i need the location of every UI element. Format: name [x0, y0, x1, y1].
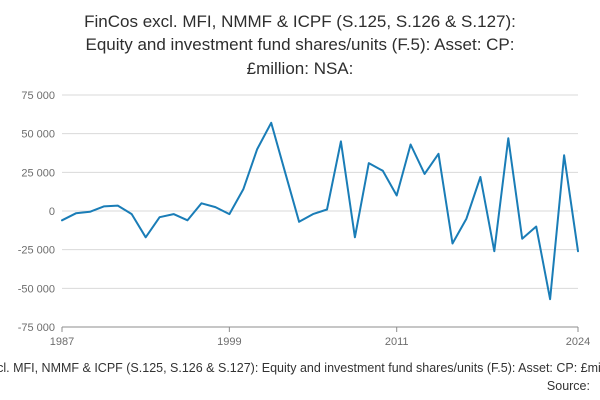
- y-axis-label: 75 000: [21, 90, 55, 102]
- y-axis-label: 0: [49, 206, 55, 218]
- x-axis-label: 1999: [217, 336, 241, 348]
- footer-caption: FinCos excl. MFI, NMMF & ICPF (S.125, S.…: [0, 361, 600, 375]
- chart-title: FinCos excl. MFI, NMMF & ICPF (S.125, S.…: [84, 12, 516, 78]
- y-axis-label: -25 000: [18, 245, 55, 257]
- x-axis-label: 2024: [566, 336, 590, 348]
- data-line-series: [61, 121, 579, 301]
- y-axis-label: -50 000: [18, 283, 55, 295]
- y-axis-label: 50 000: [21, 129, 55, 141]
- y-axis-label: -75 000: [18, 322, 55, 334]
- footer-caption-wrap: FinCos excl. MFI, NMMF & ICPF (S.125, S.…: [0, 361, 600, 378]
- x-axis-label: 2011: [385, 336, 409, 348]
- line-chart: 75 000 50 000 25 000 0 -25 000 -50 000 -75 000…: [18, 90, 591, 348]
- source-label: Source:: [546, 379, 590, 393]
- x-axis-label: 1987: [50, 336, 74, 348]
- y-axis-label: 25 000: [21, 167, 55, 179]
